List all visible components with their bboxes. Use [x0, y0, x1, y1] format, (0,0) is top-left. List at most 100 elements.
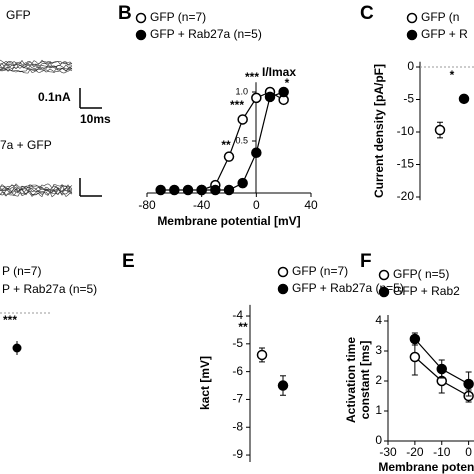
- x-tick-label: -10: [433, 445, 451, 459]
- annotation: *: [450, 68, 455, 82]
- x-tick-label: -80: [138, 198, 156, 212]
- legend-label: GFP (n=7): [150, 10, 206, 24]
- point: [12, 343, 22, 353]
- y-axis-label: kact [mV]: [198, 356, 212, 410]
- point: [277, 380, 289, 391]
- legend-label: P (n=7): [2, 264, 41, 278]
- annotation: **: [221, 138, 231, 152]
- y-tick-label: -5: [403, 92, 414, 106]
- legend-label: GFP (n=7): [292, 264, 348, 278]
- y-tick-label: -15: [397, 157, 415, 171]
- x-tick-label: -20: [406, 445, 424, 459]
- legend-label: GFP + R: [421, 27, 468, 41]
- legend-marker: [406, 29, 418, 41]
- point: [237, 177, 248, 189]
- panel-label: C: [360, 3, 374, 24]
- point: [237, 114, 248, 125]
- legend-marker: [277, 283, 289, 295]
- trace: [0, 191, 73, 198]
- point: [256, 349, 268, 361]
- y-tick-label: -5: [232, 336, 243, 350]
- panel-label: E: [122, 251, 135, 272]
- y-tick-label: -8: [232, 419, 243, 433]
- y-tick-label: 0.5: [235, 135, 248, 145]
- point: [223, 184, 235, 196]
- scale-label: 0.1nA: [38, 90, 71, 104]
- point: [434, 124, 446, 136]
- y-tick-label: 0: [375, 433, 382, 447]
- panel-label: B: [118, 3, 132, 24]
- legend-marker: [277, 266, 289, 278]
- legend-label: GFP + Rab27a (n=5): [292, 281, 404, 295]
- y-axis-label: Current density [pA/pF]: [372, 64, 386, 198]
- y-tick-label: -7: [232, 392, 243, 406]
- legend-label: GFP( n=5): [393, 267, 449, 281]
- point: [251, 92, 262, 104]
- point: [196, 184, 207, 196]
- y-tick-label: 3: [375, 343, 382, 357]
- y-tick-label: -9: [232, 447, 243, 461]
- annotation: ***: [230, 98, 244, 112]
- legend-marker: [378, 269, 390, 281]
- x-tick-label: 40: [304, 198, 318, 212]
- trace: [0, 60, 73, 66]
- trace: [0, 63, 73, 69]
- y-tick-label: 2: [375, 373, 382, 387]
- trace: [0, 184, 73, 190]
- trace-label: 7a + GFP: [0, 138, 52, 152]
- legend-label: GFP (n: [421, 10, 459, 24]
- x-tick-label: -30: [379, 445, 397, 459]
- y-tick-label: -10: [397, 124, 415, 138]
- point: [223, 151, 235, 162]
- annotation: ***: [3, 313, 17, 327]
- legend-label: GFP + Rab27a (n=5): [150, 27, 262, 41]
- x-axis-label: Membrane potential [mV]: [157, 214, 300, 228]
- trace: [0, 59, 73, 65]
- y-tick-label: 1.0: [235, 86, 248, 96]
- trace: [0, 188, 73, 194]
- point: [409, 351, 421, 363]
- point: [169, 184, 180, 196]
- y-tick-label: -20: [397, 189, 415, 203]
- y-axis-label: Activation time: [344, 337, 358, 423]
- legend-marker: [406, 12, 418, 24]
- x-tick-label: -40: [193, 198, 211, 212]
- point: [463, 378, 474, 390]
- point: [210, 184, 221, 196]
- point: [409, 333, 421, 345]
- series-line: [160, 91, 284, 191]
- legend-marker: [135, 12, 147, 24]
- trace: [0, 64, 73, 70]
- y-tick-label: 1: [375, 403, 382, 417]
- y-tick-label: 4: [375, 313, 382, 327]
- point: [155, 184, 166, 196]
- legend-label: P + Rab27a (n=5): [2, 282, 97, 296]
- panel-label: F: [360, 251, 372, 272]
- point: [264, 91, 276, 103]
- scale-label: 10ms: [80, 112, 111, 126]
- trace: [0, 68, 73, 74]
- x-tick-label: 0: [253, 198, 260, 212]
- point: [278, 86, 289, 98]
- legend-marker: [378, 286, 390, 298]
- y-axis-label: I/Imax: [262, 65, 296, 79]
- point: [436, 363, 447, 375]
- x-tick-label: 0: [465, 445, 472, 459]
- current-traces: [0, 59, 73, 198]
- annotation: ***: [245, 70, 259, 84]
- legend-marker: [135, 29, 147, 41]
- trace: [0, 183, 73, 189]
- trace: [0, 189, 73, 195]
- point: [251, 147, 262, 159]
- point: [458, 93, 470, 105]
- annotation: *: [285, 76, 290, 90]
- y-axis-label: constant [ms]: [358, 341, 372, 420]
- annotation: **: [238, 320, 248, 334]
- legend-label: GFP + Rab2: [393, 284, 460, 298]
- point: [182, 184, 194, 196]
- x-axis-label: Membrane potenti: [378, 460, 474, 474]
- trace-label: GFP: [6, 8, 31, 22]
- y-tick-label: -6: [232, 364, 243, 378]
